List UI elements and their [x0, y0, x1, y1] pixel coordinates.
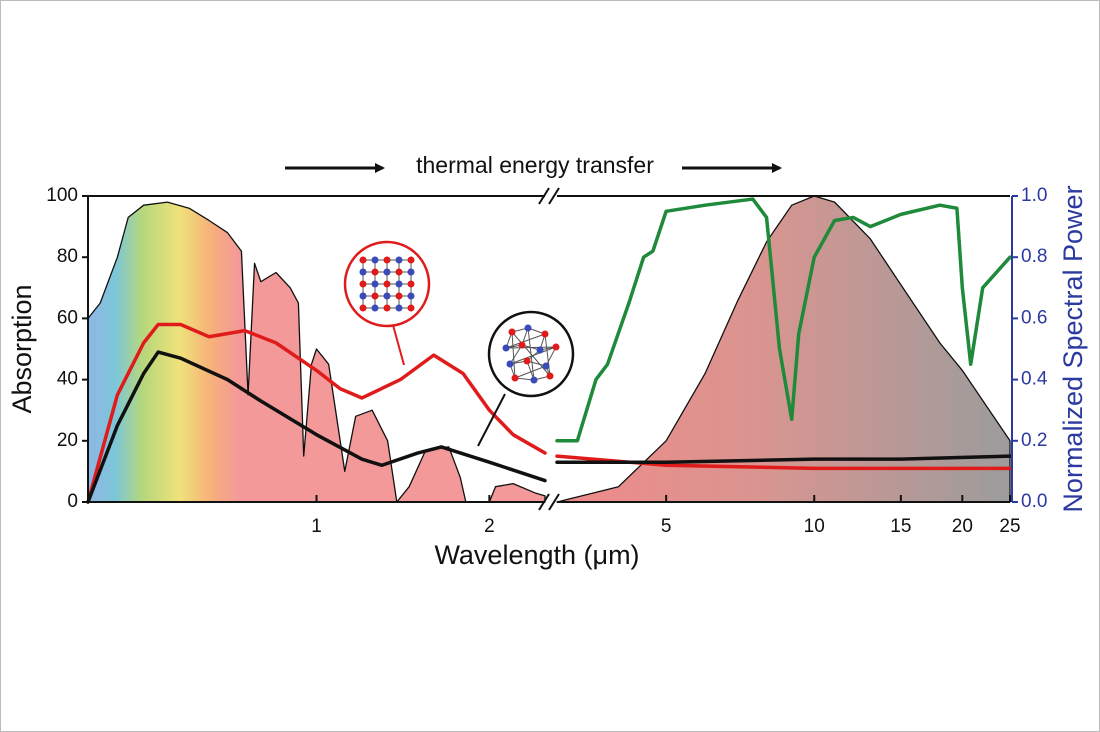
y2-tick-label: 1.0 [1021, 185, 1047, 206]
atom [359, 292, 367, 300]
atom [383, 292, 391, 300]
y2-tick-label: 0.8 [1021, 246, 1047, 267]
axis-break [538, 493, 550, 511]
atom [395, 304, 403, 312]
atom [383, 304, 391, 312]
line [555, 197, 1012, 443]
x-tick-label: 10 [804, 516, 825, 537]
atom [536, 346, 544, 354]
y-tick-label: 20 [57, 430, 78, 451]
atom [508, 328, 516, 336]
area [556, 195, 1011, 503]
x-tick-label: 5 [661, 516, 672, 537]
annotation: thermal energy transfer [416, 152, 654, 178]
atom [359, 268, 367, 276]
atom [383, 280, 391, 288]
y2-tick-label: 0.2 [1021, 430, 1047, 451]
bond [511, 331, 551, 377]
atom [524, 324, 532, 332]
atom [383, 256, 391, 264]
y-tick-label: 60 [57, 307, 78, 328]
y2-tick-label: 0.4 [1021, 369, 1048, 390]
atom [542, 362, 550, 370]
atom [395, 256, 403, 264]
atom [407, 256, 415, 264]
atom [502, 344, 510, 352]
line [86, 350, 547, 504]
atom [530, 376, 538, 384]
atom [552, 343, 560, 351]
atom [407, 268, 415, 276]
atom [546, 372, 554, 380]
atom [371, 280, 379, 288]
atom [511, 374, 519, 382]
y2-tick-label: 0.6 [1021, 307, 1047, 328]
atom [395, 292, 403, 300]
atom [407, 292, 415, 300]
x-axis-label: Wavelength (μm) [434, 540, 639, 570]
atom [359, 280, 367, 288]
y-axis-label: Absorption [7, 284, 37, 413]
bond [511, 331, 516, 379]
x-tick-label: 2 [484, 516, 495, 537]
y-tick-label: 100 [46, 185, 78, 206]
atom [407, 304, 415, 312]
atom [383, 268, 391, 276]
axis-break [548, 187, 560, 205]
y-tick-label: 0 [67, 491, 78, 512]
line [86, 322, 547, 504]
bond [509, 346, 557, 365]
y-tick-label: 80 [57, 246, 78, 267]
atom [359, 304, 367, 312]
inset [343, 240, 575, 447]
atom [506, 360, 514, 368]
y2-axis-label: Normalized Spectral Power [1058, 185, 1088, 512]
atom [371, 304, 379, 312]
y2-tick-label: 0.0 [1021, 491, 1047, 512]
bond [514, 365, 547, 379]
bond [509, 344, 523, 365]
atom [371, 256, 379, 264]
axis-break [538, 187, 550, 205]
bond [544, 333, 551, 377]
leader [392, 324, 405, 366]
atom [523, 357, 531, 365]
x-tick-label: 1 [311, 516, 322, 537]
bond [545, 346, 557, 367]
x-tick-label: 20 [952, 516, 973, 537]
atom [541, 330, 549, 338]
atom [395, 280, 403, 288]
atom [395, 268, 403, 276]
atom [371, 268, 379, 276]
atom [518, 341, 526, 349]
x-tick-label: 25 [999, 516, 1020, 537]
atom [371, 292, 379, 300]
atom [359, 256, 367, 264]
line [555, 454, 1012, 464]
axis-break [548, 493, 560, 511]
atom [407, 280, 415, 288]
leader [477, 393, 506, 447]
x-tick-label: 15 [890, 516, 911, 537]
y-tick-label: 40 [57, 369, 78, 390]
